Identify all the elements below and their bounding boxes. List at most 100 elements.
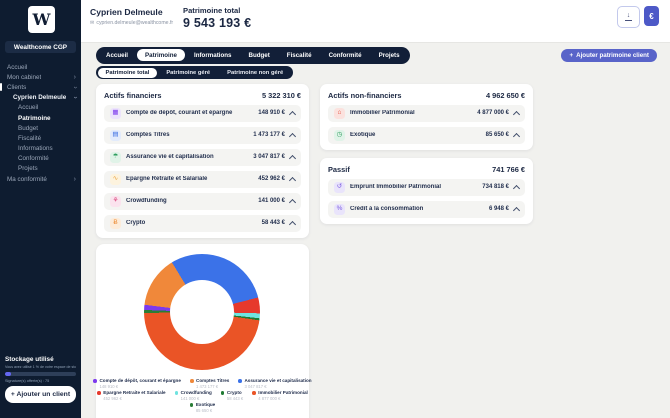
sidebar-item-ma-conformite[interactable]: Ma conformité › — [0, 174, 81, 184]
legend-label: Comptes Titres — [196, 378, 230, 383]
sidebar-item-label: Accueil — [18, 104, 39, 112]
sidebar-item-label: Conformité — [18, 155, 49, 163]
asset-row-immobilier-patrimonial[interactable]: ⌂ Immobilier Patrimonial 4 877 000 € — [328, 104, 525, 122]
asset-row-crypto[interactable]: Ƀ Crypto 58 443 € — [104, 214, 301, 232]
sidebar-item-mon-cabinet[interactable]: Mon cabinet › — [0, 72, 81, 82]
chart-legend: Compte de dépôt, courant et épargne 148 9… — [93, 378, 312, 413]
download-button[interactable]: ↓ — [617, 6, 640, 28]
wealthcome-logo[interactable]: W — [28, 6, 55, 33]
legend-dot-icon — [220, 391, 225, 395]
subtab-patrimoine-total[interactable]: Patrimoine total — [97, 67, 158, 78]
sidebar-item-cyprien-delmeule[interactable]: Cyprien Delmeule › — [0, 93, 81, 103]
asset-label: Compte de dépôt, courant et épargne — [126, 110, 233, 117]
legend-item-crypto[interactable]: Crypto 58 443 € — [220, 390, 243, 401]
chevron-right-icon: › — [73, 175, 76, 183]
add-client-button[interactable]: + Ajouter un client — [5, 386, 76, 403]
legend-item-exotique[interactable]: Exotique 85 650 € — [189, 402, 215, 413]
chevron-up-icon — [288, 110, 297, 118]
legend-label: Compte de dépôt, courant et épargne — [99, 378, 181, 383]
signatures-text: Signature(s) offerte(s) : 75 — [5, 378, 50, 383]
sidebar-item-fiscalite[interactable]: Fiscalité — [0, 133, 81, 143]
legend-value: 4 877 000 € — [258, 395, 281, 401]
sub-tabbar: Patrimoine total Patrimoine géré Patrimoin… — [96, 66, 293, 79]
download-icon: ↓ — [626, 11, 631, 19]
sidebar-item-informations[interactable]: Informations — [0, 144, 81, 154]
chevron-up-icon — [288, 132, 297, 140]
asset-row-credit-a-la-consommation[interactable]: % Crédit à la consommation 6 948 € — [328, 200, 525, 218]
tab-informations[interactable]: Informations — [194, 51, 232, 59]
chevron-up-icon — [512, 206, 521, 214]
legend-item-assurance-vie-et-capitalisation[interactable]: Assurance vie et capitalisation 3 047 817… — [238, 378, 312, 389]
subtab-patrimoine-non-gere[interactable]: Patrimoine non géré — [227, 69, 284, 76]
tab-conformite[interactable]: Conformité — [328, 51, 362, 59]
sidebar-item-accueil[interactable]: Accueil — [0, 62, 81, 72]
storage-widget: Stockage utilisé Vous avez utilisé 1 % d… — [5, 356, 76, 383]
asset-label: Comptes Titres — [126, 132, 170, 139]
legend-item-comptes-titres[interactable]: Comptes Titres 1 473 177 € — [189, 378, 230, 389]
client-name: Cyprien Delmeule — [90, 7, 163, 17]
patrimoine-total-value: 9 543 193 € — [183, 16, 252, 30]
chevron-up-icon — [512, 110, 521, 118]
legend-dot-icon — [93, 379, 97, 383]
credit-icon: % — [334, 203, 345, 215]
storage-progress-fill — [5, 372, 12, 376]
sidebar-item-label: Budget — [18, 124, 38, 132]
legend-label: Epargne Retraite et Salariale — [103, 390, 166, 395]
tab-accueil[interactable]: Accueil — [106, 51, 129, 59]
asset-row-exotique[interactable]: ◷ Exotique 85 650 € — [328, 126, 525, 144]
chevron-up-icon — [512, 184, 521, 192]
asset-value: 141 000 € — [258, 198, 285, 205]
add-patrimoine-button[interactable]: + Ajouter patrimoine client — [561, 48, 657, 62]
asset-value: 148 910 € — [258, 110, 285, 117]
asset-value: 734 818 € — [482, 184, 509, 191]
sidebar-item-label: Fiscalité — [18, 134, 42, 142]
chevron-down-icon: › — [71, 86, 79, 89]
chevron-up-icon — [288, 198, 297, 206]
legend-row: Exotique 85 650 € — [189, 402, 215, 413]
sidebar-nav: Accueil Mon cabinet › Clients › Cyprien Delme… — [0, 62, 81, 184]
legend-item-compte-de-depot-courant-et-epargne[interactable]: Compte de dépôt, courant et épargne 148 9… — [93, 378, 181, 389]
asset-row-crowdfunding[interactable]: ⚘ Crowdfunding 141 000 € — [104, 192, 301, 210]
tab-budget[interactable]: Budget — [248, 51, 270, 59]
patrimoine-total-label: Patrimoine total — [183, 6, 241, 15]
allocation-donut-chart[interactable] — [144, 254, 260, 370]
sidebar-item-patrimoine[interactable]: Patrimoine — [0, 113, 81, 123]
legend-item-epargne-retraite-et-salariale[interactable]: Epargne Retraite et Salariale 452 962 € — [97, 390, 166, 401]
card-actifs-non-financiers: Actifs non-financiers 4 962 650 € ⌂ Immob… — [320, 84, 533, 150]
card-actifs-financiers: Actifs financiers 5 322 310 € ▦ Compte de… — [96, 84, 309, 238]
legend-dot-icon — [174, 391, 179, 395]
sidebar-item-conformite[interactable]: Conformité — [0, 154, 81, 164]
legend-item-crowdfunding[interactable]: Crowdfunding 141 000 € — [174, 390, 212, 401]
sidebar-item-projets[interactable]: Projets — [0, 164, 81, 174]
subtab-patrimoine-gere[interactable]: Patrimoine géré — [166, 69, 211, 76]
sidebar-item-accueil[interactable]: Accueil — [0, 103, 81, 113]
sidebar-item-budget[interactable]: Budget — [0, 123, 81, 133]
card-title: Passif — [328, 165, 350, 174]
asset-row-epargne-retraite-et-salariale[interactable]: ∿ Epargne Retraite et Salariale 452 962 € — [104, 170, 301, 188]
legend-label: Immobilier Patrimonial — [258, 390, 308, 395]
euro-button[interactable]: € — [644, 6, 659, 26]
asset-row-emprunt-immobilier-patrimonial[interactable]: ↺ Emprunt Immobilier Patrimonial 734 818 € — [328, 178, 525, 196]
asset-row-compte-de-depot-courant-et-epargne[interactable]: ▦ Compte de dépôt, courant et épargne 148 … — [104, 104, 301, 122]
sidebar-item-label: Clients — [7, 83, 27, 91]
asset-row-assurance-vie-et-capitalisation[interactable]: ☂ Assurance vie et capitalisation 3 047 81… — [104, 148, 301, 166]
legend-item-immobilier-patrimonial[interactable]: Immobilier Patrimonial 4 877 000 € — [252, 390, 308, 401]
tab-patrimoine[interactable]: Patrimoine — [137, 49, 185, 62]
client-email[interactable]: ✉ cyprien.delmeule@wealthcome.fr — [90, 20, 173, 26]
asset-rows: ↺ Emprunt Immobilier Patrimonial 734 818 €… — [328, 178, 525, 218]
loan-icon: ↺ — [334, 181, 345, 193]
storage-usage-text: Vous avez utilisé 1 % de votre espace de… — [5, 365, 76, 369]
asset-value: 58 443 € — [261, 220, 285, 227]
storage-progress-bar — [5, 372, 76, 376]
client-email-text: cyprien.delmeule@wealthcome.fr — [96, 20, 174, 26]
allocation-chart-card: Compte de dépôt, courant et épargne 148 9… — [93, 244, 312, 418]
card-title: Actifs financiers — [104, 91, 162, 100]
card-title: Actifs non-financiers — [328, 91, 402, 100]
asset-label: Emprunt Immobilier Patrimonial — [350, 184, 442, 191]
sidebar-item-label: Patrimoine — [18, 114, 51, 122]
legend-value: 452 962 € — [103, 395, 122, 401]
tab-fiscalite[interactable]: Fiscalité — [286, 51, 312, 59]
sidebar-item-clients[interactable]: Clients › — [0, 82, 81, 92]
tab-projets[interactable]: Projets — [378, 51, 400, 59]
asset-row-comptes-titres[interactable]: ▤ Comptes Titres 1 473 177 € — [104, 126, 301, 144]
